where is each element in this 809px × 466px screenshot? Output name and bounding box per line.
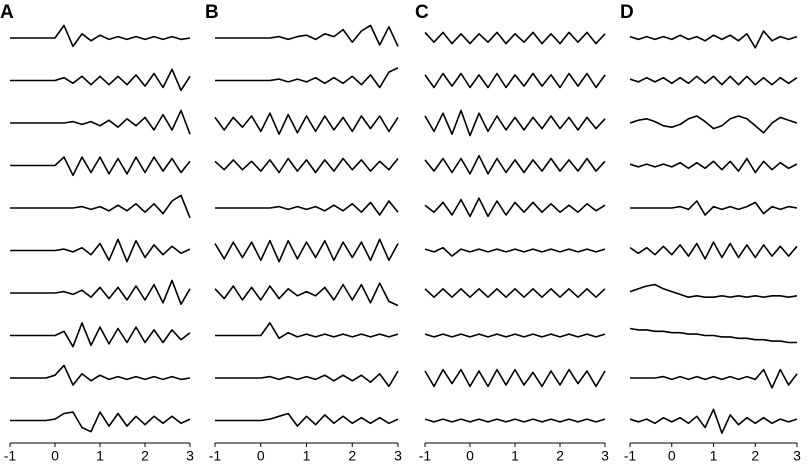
panel-title: D bbox=[620, 2, 634, 23]
trace bbox=[215, 67, 399, 89]
trace bbox=[215, 370, 399, 388]
panel-title: B bbox=[205, 2, 219, 23]
trace bbox=[424, 368, 606, 388]
x-tick-label: 1 bbox=[96, 448, 104, 464]
trace bbox=[629, 75, 798, 86]
trace bbox=[10, 24, 191, 48]
trace bbox=[424, 154, 606, 175]
trace bbox=[424, 418, 606, 423]
trace bbox=[10, 279, 191, 305]
trace bbox=[10, 364, 191, 386]
trace bbox=[214, 282, 399, 307]
trace bbox=[629, 157, 798, 174]
x-tick-label: 0 bbox=[51, 448, 59, 464]
trace bbox=[424, 72, 606, 89]
x-tick-label: 3 bbox=[186, 448, 194, 464]
trace bbox=[10, 156, 191, 177]
trace bbox=[214, 112, 399, 135]
trace bbox=[215, 322, 399, 340]
trace bbox=[215, 200, 399, 216]
x-tick-label: 3 bbox=[793, 448, 801, 464]
x-tick-label: 0 bbox=[466, 448, 474, 464]
trace bbox=[629, 241, 798, 260]
x-tick-label: 0 bbox=[668, 448, 676, 464]
trace bbox=[10, 238, 191, 263]
x-tick-label: -1 bbox=[4, 448, 17, 464]
trace bbox=[214, 238, 399, 263]
x-tick-label: 2 bbox=[141, 448, 149, 464]
trace bbox=[424, 288, 606, 298]
trace bbox=[10, 411, 191, 433]
x-tick-label: 1 bbox=[511, 448, 519, 464]
panel-title: A bbox=[0, 2, 14, 23]
x-tick-label: -1 bbox=[209, 448, 222, 464]
trace bbox=[10, 68, 191, 92]
x-tick-label: -1 bbox=[419, 448, 432, 464]
trace bbox=[215, 412, 399, 427]
trace bbox=[424, 197, 606, 218]
x-tick-label: 1 bbox=[303, 448, 311, 464]
trace bbox=[424, 109, 606, 137]
trace bbox=[629, 408, 798, 434]
trace bbox=[629, 30, 798, 49]
trace bbox=[215, 24, 399, 47]
x-tick-label: 3 bbox=[394, 448, 402, 464]
x-tick-label: 0 bbox=[257, 448, 265, 464]
x-tick-label: 1 bbox=[710, 448, 718, 464]
trace bbox=[10, 109, 191, 135]
trace bbox=[214, 157, 399, 174]
trace bbox=[630, 368, 798, 389]
x-tick-label: 3 bbox=[601, 448, 609, 464]
trace bbox=[10, 194, 191, 219]
trace bbox=[629, 327, 797, 344]
trace bbox=[424, 333, 606, 338]
trace bbox=[630, 200, 798, 216]
trace bbox=[10, 322, 191, 348]
trace bbox=[629, 115, 798, 134]
x-tick-label: 2 bbox=[556, 448, 564, 464]
x-tick-label: 2 bbox=[751, 448, 759, 464]
trace bbox=[629, 283, 798, 298]
trace bbox=[424, 246, 606, 257]
trace bbox=[424, 31, 606, 45]
x-tick-label: 2 bbox=[348, 448, 356, 464]
x-tick-label: -1 bbox=[624, 448, 637, 464]
panel-title: C bbox=[415, 2, 429, 23]
